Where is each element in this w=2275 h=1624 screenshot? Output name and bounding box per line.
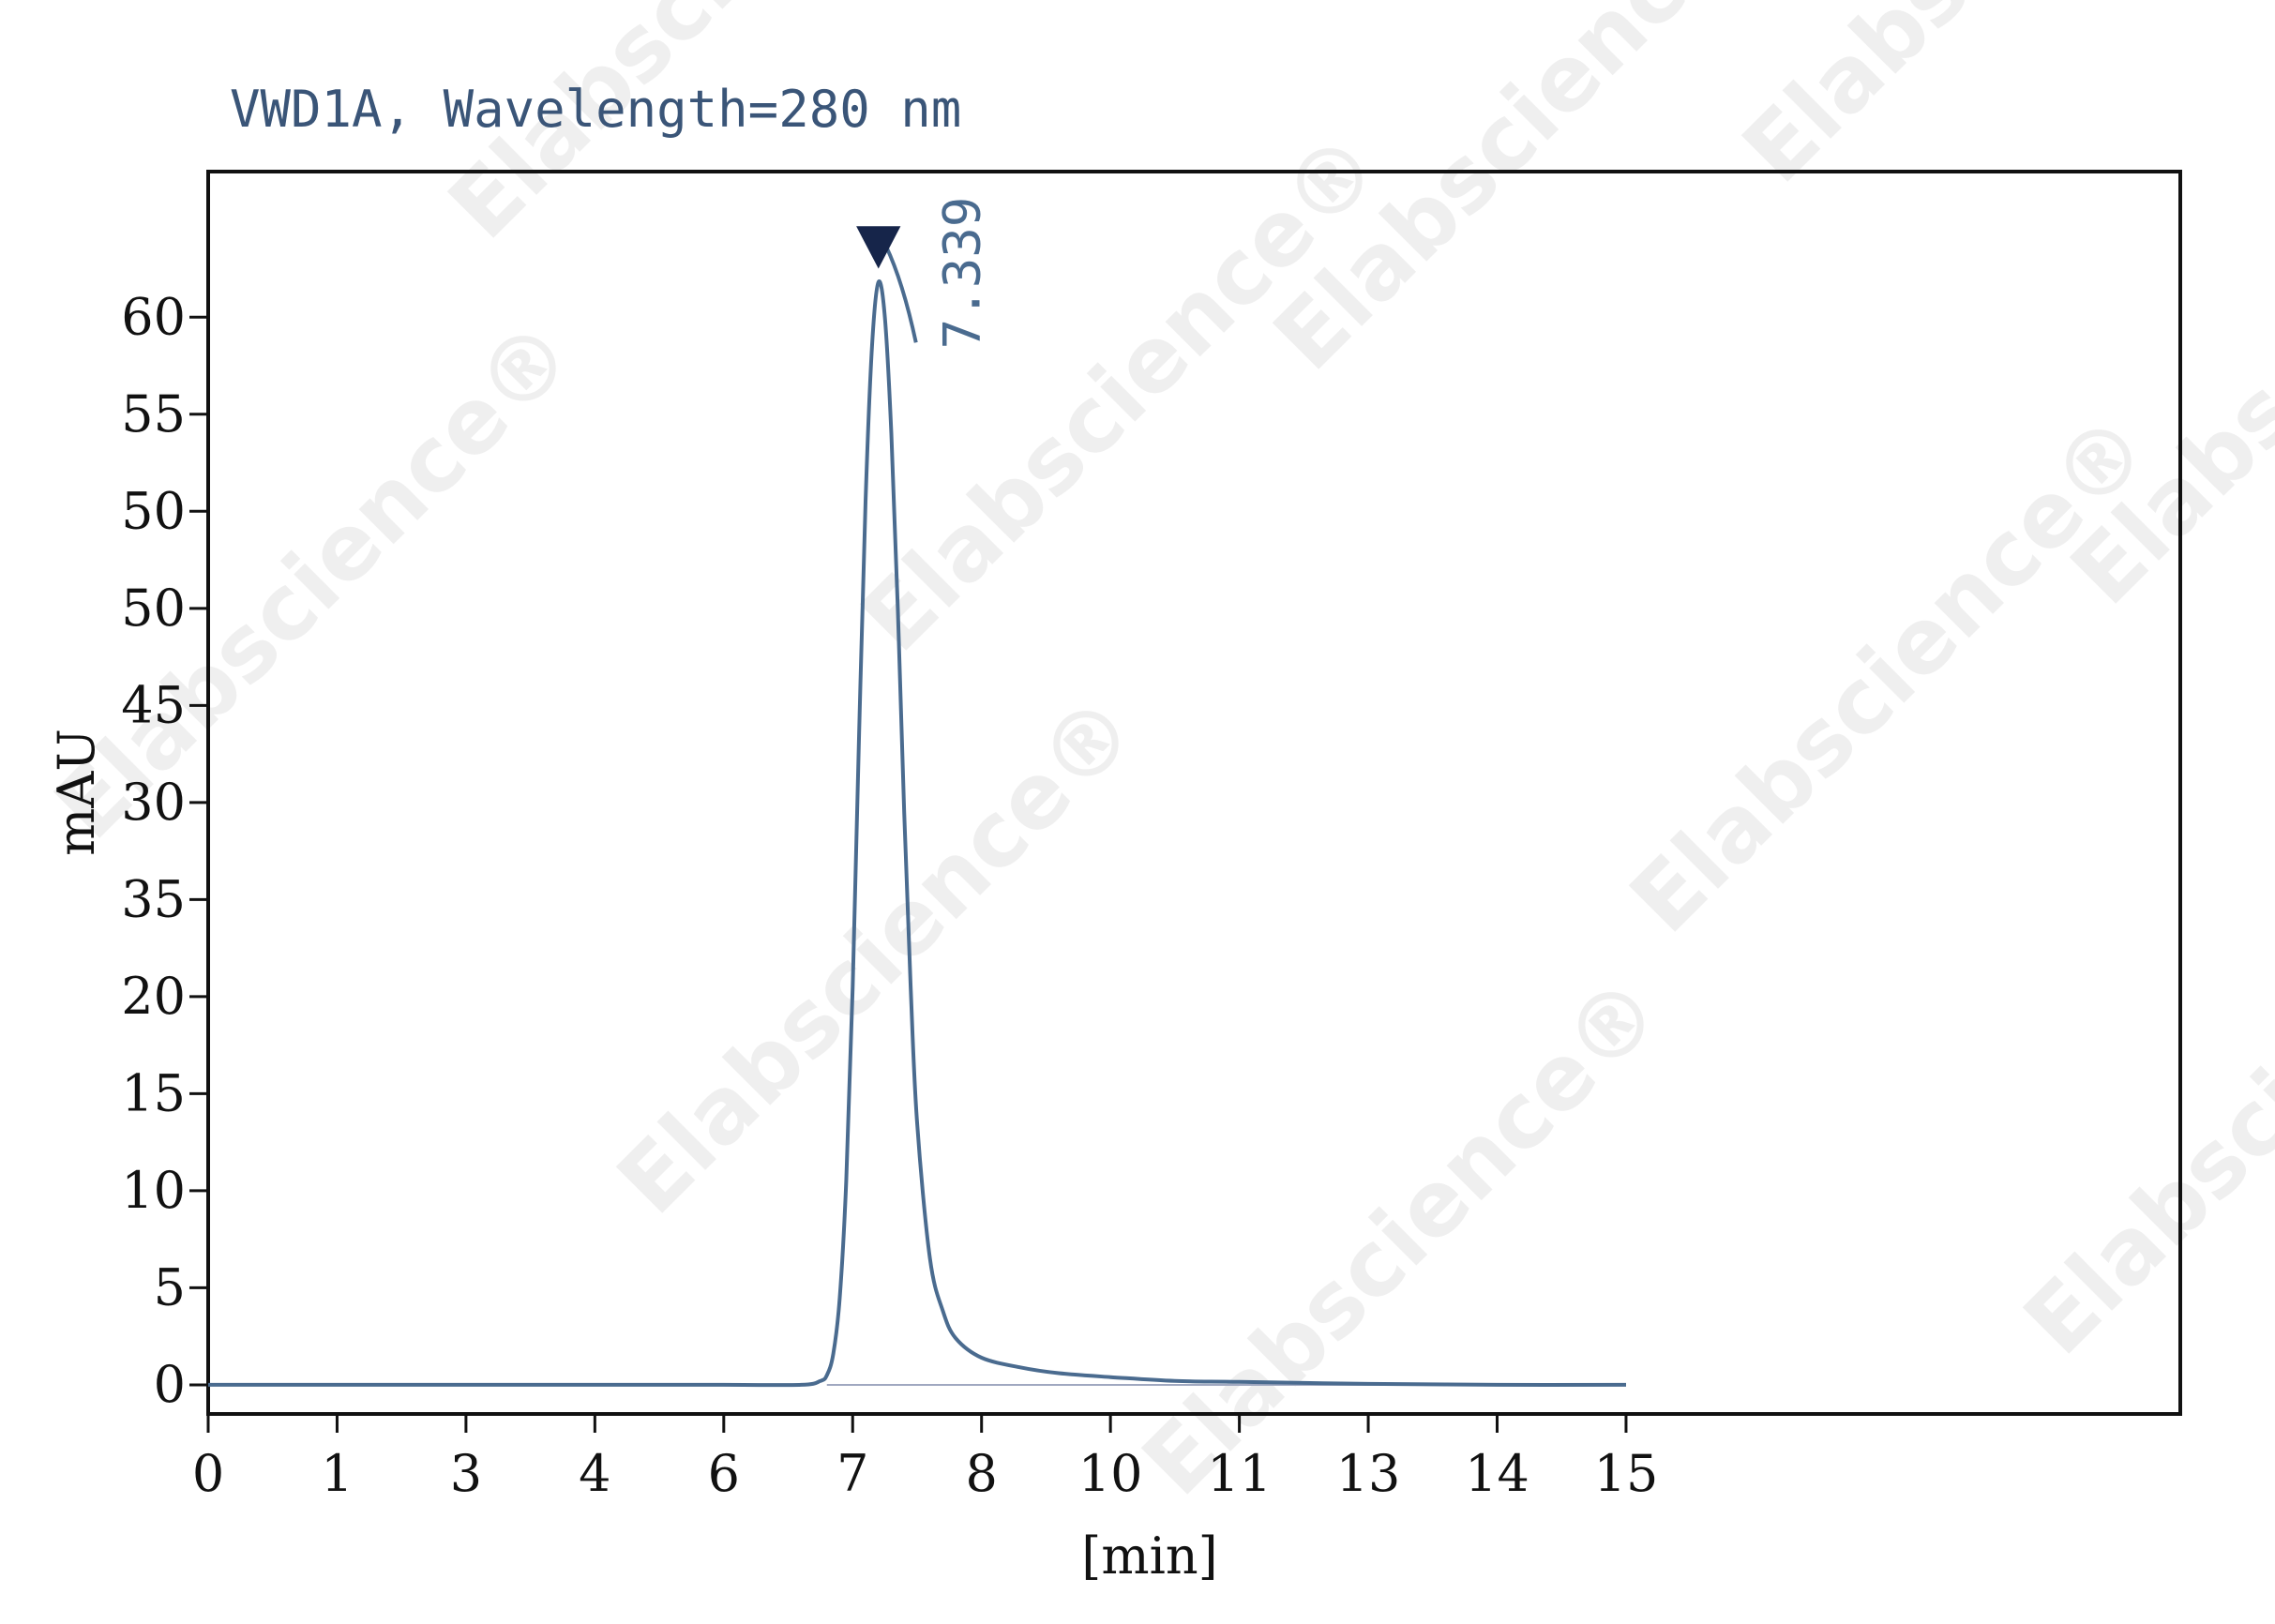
- y-axis-ticks: 0 5 10 15 20 35 30 45 50 50 55 60: [121, 287, 208, 1414]
- y-tick-label: 0: [154, 1355, 186, 1414]
- watermark-text: Elabscience®: [35, 301, 594, 860]
- x-tick-label: 11: [1207, 1444, 1272, 1503]
- peak-retention-label: 7.339: [933, 197, 992, 350]
- x-tick-label: 8: [966, 1444, 998, 1503]
- y-tick-label: 20: [121, 967, 186, 1026]
- y-tick-label: 35: [121, 869, 186, 928]
- x-axis-ticks: 0 1 3 4 6 7 8 10 11 13 14 15: [192, 1414, 1658, 1503]
- x-tick-label: 15: [1594, 1444, 1659, 1503]
- x-tick-label: 4: [579, 1444, 610, 1503]
- plot-frame: [206, 170, 2182, 1416]
- y-tick-label: 5: [154, 1257, 186, 1316]
- x-tick-label: 6: [708, 1444, 740, 1503]
- y-tick-label: 10: [121, 1161, 186, 1220]
- y-tick-label: 30: [121, 773, 186, 832]
- watermark-text: Elabscience®: [2051, 67, 2275, 625]
- y-axis-label: mAU: [47, 729, 106, 856]
- y-tick-label: 55: [121, 384, 186, 444]
- x-tick-label: 14: [1465, 1444, 1529, 1503]
- chromatogram-trace: [208, 279, 1627, 1388]
- watermark-text: Elabscience®: [841, 113, 1400, 672]
- watermark-text: Elabscience®: [597, 676, 1156, 1235]
- x-tick-label: 0: [192, 1444, 224, 1503]
- x-tick-label: 3: [450, 1444, 482, 1503]
- x-tick-label: 10: [1078, 1444, 1143, 1503]
- chart-title: VWD1A, Wavelength=280 nm: [230, 80, 961, 139]
- watermark-text: Elabscience®: [1610, 395, 2169, 954]
- y-tick-label: 15: [121, 1063, 186, 1122]
- y-tick-label: 50: [121, 481, 186, 540]
- x-axis-label: [min]: [1081, 1526, 1217, 1586]
- y-tick-label: 60: [121, 287, 186, 346]
- peak-marker: [856, 226, 901, 269]
- y-tick-label: 45: [121, 675, 186, 734]
- y-tick-label: 50: [121, 579, 186, 638]
- watermark-layer: Elabscience® Elabscience®Elabscience®Elab…: [35, 0, 2275, 1515]
- peak-label-leader: [883, 245, 918, 343]
- watermark-text: Elabscience®: [2004, 817, 2275, 1376]
- watermark-text: Elabscience®: [1122, 957, 1681, 1516]
- x-tick-label: 1: [321, 1444, 353, 1503]
- x-tick-label: 7: [836, 1444, 868, 1503]
- x-tick-label: 13: [1336, 1444, 1401, 1503]
